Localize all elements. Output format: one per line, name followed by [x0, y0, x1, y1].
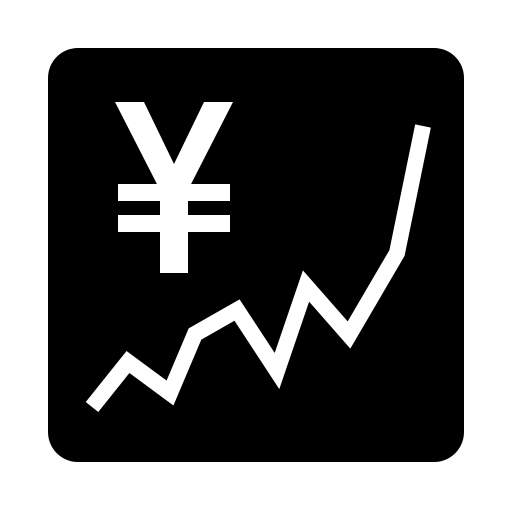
- yen-sign-lower-bar: [118, 215, 230, 232]
- yen-sign-upper-bar: [118, 184, 230, 201]
